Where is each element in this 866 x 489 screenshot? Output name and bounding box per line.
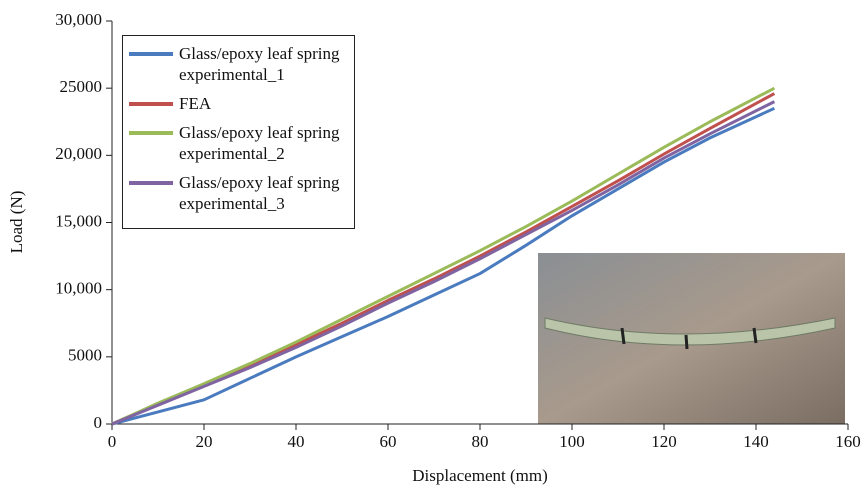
legend-item: Glass/epoxy leaf spring experimental_1 (129, 43, 348, 85)
x-tick-label: 140 (743, 432, 769, 451)
legend: Glass/epoxy leaf spring experimental_1 FE… (122, 35, 355, 229)
y-tick-label: 20,000 (55, 144, 102, 163)
legend-item: Glass/epoxy leaf spring experimental_2 (129, 122, 348, 164)
x-tick-label: 20 (196, 432, 213, 451)
y-tick-label: 10,000 (55, 279, 102, 298)
series-line (111, 100, 776, 426)
series-line (111, 86, 776, 426)
y-tick-label: 0 (94, 413, 103, 432)
x-tick-label: 40 (288, 432, 305, 451)
legend-swatch (129, 131, 173, 135)
legend-swatch (129, 52, 173, 56)
legend-item: FEA (129, 93, 348, 114)
x-tick-label: 100 (559, 432, 585, 451)
legend-label: Glass/epoxy leaf spring experimental_3 (179, 173, 340, 213)
x-tick-label: 80 (472, 432, 489, 451)
y-tick-label: 15,000 (55, 211, 102, 230)
legend-item: Glass/epoxy leaf spring experimental_3 (129, 172, 348, 214)
legend-label: Glass/epoxy leaf spring experimental_1 (179, 44, 340, 84)
y-tick-label: 30,000 (55, 10, 102, 29)
inset-photo (538, 253, 845, 424)
legend-swatch (129, 102, 173, 106)
x-axis-label: Displacement (mm) (412, 466, 548, 485)
legend-label: FEA (179, 94, 212, 113)
x-tick-label: 0 (108, 432, 117, 451)
legend-swatch (129, 181, 173, 185)
legend-label: Glass/epoxy leaf spring experimental_2 (179, 123, 340, 163)
y-tick-label: 5000 (68, 346, 102, 365)
series-line (111, 106, 776, 426)
y-axis-label: Load (N) (7, 191, 26, 254)
x-tick-label: 160 (835, 432, 861, 451)
y-tick-label: 25000 (60, 77, 103, 96)
x-tick-label: 120 (651, 432, 677, 451)
x-tick-label: 60 (380, 432, 397, 451)
